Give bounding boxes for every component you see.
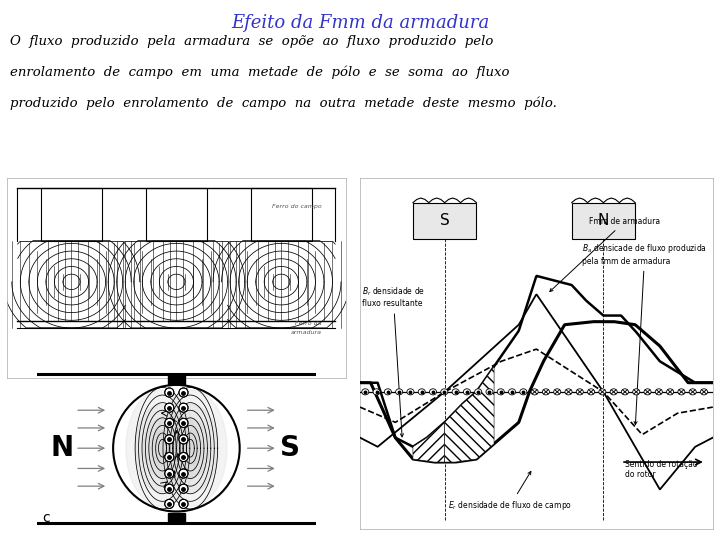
Circle shape xyxy=(179,418,188,428)
Ellipse shape xyxy=(165,404,218,492)
Circle shape xyxy=(165,484,174,493)
Circle shape xyxy=(464,389,470,395)
Er xyxy=(516,415,525,421)
Er xyxy=(593,319,601,325)
Circle shape xyxy=(165,388,174,397)
Circle shape xyxy=(678,389,685,395)
Er xyxy=(447,459,456,465)
Circle shape xyxy=(179,435,188,444)
Bar xyxy=(168,513,185,523)
Er xyxy=(356,380,364,386)
Circle shape xyxy=(599,389,606,395)
Ellipse shape xyxy=(174,419,210,477)
Ellipse shape xyxy=(181,431,202,465)
Text: O  fluxo  produzido  pela  armadura  se  opõe  ao  fluxo  produzido  pelo: O fluxo produzido pela armadura se opõe … xyxy=(10,35,493,48)
Circle shape xyxy=(588,389,595,395)
Circle shape xyxy=(165,453,174,462)
Text: Ferro da: Ferro da xyxy=(295,321,322,326)
Circle shape xyxy=(179,469,188,478)
Circle shape xyxy=(621,389,629,395)
Circle shape xyxy=(165,403,174,412)
Circle shape xyxy=(667,389,674,395)
Circle shape xyxy=(361,389,369,395)
Circle shape xyxy=(165,469,174,478)
Circle shape xyxy=(610,389,617,395)
Text: N: N xyxy=(51,434,74,462)
Circle shape xyxy=(508,389,516,395)
Circle shape xyxy=(165,418,174,428)
Text: N: N xyxy=(598,213,609,228)
Bar xyxy=(572,202,635,239)
Circle shape xyxy=(179,453,188,462)
Circle shape xyxy=(542,389,549,395)
Circle shape xyxy=(498,389,504,395)
Circle shape xyxy=(520,389,527,395)
Circle shape xyxy=(644,389,651,395)
Circle shape xyxy=(531,389,538,395)
Circle shape xyxy=(430,389,436,395)
Er xyxy=(418,457,427,464)
Text: S: S xyxy=(440,213,449,228)
Circle shape xyxy=(418,389,426,395)
Circle shape xyxy=(576,389,583,395)
Ellipse shape xyxy=(143,419,179,477)
Text: Fmm de armadura: Fmm de armadura xyxy=(550,217,660,292)
Circle shape xyxy=(165,435,174,444)
Er xyxy=(623,320,631,327)
Circle shape xyxy=(179,500,188,509)
Circle shape xyxy=(554,389,561,395)
Ellipse shape xyxy=(150,431,172,465)
Ellipse shape xyxy=(126,390,197,507)
Ellipse shape xyxy=(156,390,227,507)
Text: S: S xyxy=(280,434,300,462)
Circle shape xyxy=(474,389,482,395)
Er xyxy=(564,321,573,328)
Text: armadura: armadura xyxy=(291,330,322,335)
Text: $E_r$ densidade de fluxo de campo: $E_r$ densidade de fluxo de campo xyxy=(448,471,572,512)
Text: produzido  pelo  enrolamento  de  campo  na  outra  metade  deste  mesmo  pólo.: produzido pelo enrolamento de campo na o… xyxy=(10,97,557,110)
Circle shape xyxy=(165,500,174,509)
Circle shape xyxy=(407,389,414,395)
Circle shape xyxy=(689,389,696,395)
Text: $B_a$ densicade de fluxo produzida
pela fmm de armadura: $B_a$ densicade de fluxo produzida pela … xyxy=(582,242,707,424)
Circle shape xyxy=(441,389,448,395)
Bar xyxy=(146,188,207,241)
Circle shape xyxy=(373,389,380,395)
Bar xyxy=(168,374,185,383)
Text: enrolamento  de  campo  em  uma  metade  de  pólo  e  se  soma  ao  fluxo: enrolamento de campo em uma metade de pó… xyxy=(10,66,510,79)
Text: Ferro do campo: Ferro do campo xyxy=(272,204,322,209)
Bar xyxy=(251,188,312,241)
Bar xyxy=(41,188,102,241)
Line: Er: Er xyxy=(360,322,713,462)
Circle shape xyxy=(486,389,493,395)
Text: Efeito da Fmm da armadura: Efeito da Fmm da armadura xyxy=(231,14,489,31)
Text: c: c xyxy=(42,511,50,524)
Circle shape xyxy=(655,389,662,395)
Text: Sentido de rotação
do rotor: Sentido de rotação do rotor xyxy=(624,460,697,480)
Circle shape xyxy=(452,389,459,395)
Circle shape xyxy=(395,389,402,395)
Er xyxy=(430,459,438,465)
Circle shape xyxy=(179,388,188,397)
Circle shape xyxy=(179,403,188,412)
Text: $B_r$ densidade de
fluxo resultante: $B_r$ densidade de fluxo resultante xyxy=(361,286,425,437)
Ellipse shape xyxy=(135,404,188,492)
Er xyxy=(708,380,717,386)
Bar xyxy=(413,202,477,239)
Circle shape xyxy=(701,389,708,395)
Er xyxy=(589,319,598,325)
Circle shape xyxy=(179,484,188,493)
Circle shape xyxy=(565,389,572,395)
Circle shape xyxy=(384,389,392,395)
Circle shape xyxy=(633,389,640,395)
